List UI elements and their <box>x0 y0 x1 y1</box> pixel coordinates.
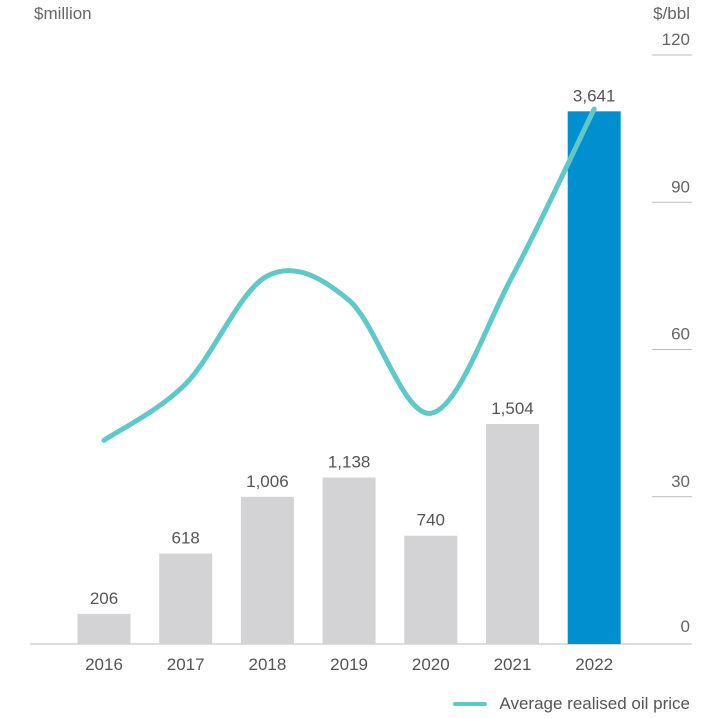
x-tick-label: 2021 <box>494 655 532 674</box>
left-axis-unit: $million <box>34 4 92 23</box>
right-axis-tick-label: 120 <box>662 30 690 49</box>
right-axis-tick-label: 0 <box>681 617 690 636</box>
bar-value-label: 1,006 <box>246 472 289 491</box>
bar-2017 <box>159 553 213 644</box>
legend-swatch <box>453 702 488 706</box>
bar-value-label: 740 <box>417 511 445 530</box>
legend-label: Average realised oil price <box>499 694 690 713</box>
legend: Average realised oil price <box>453 694 690 714</box>
x-tick-label: 2018 <box>248 655 286 674</box>
x-tick-label: 2016 <box>85 655 123 674</box>
bar-2016 <box>77 613 131 644</box>
oil-price-line <box>101 106 597 443</box>
bar-value-label: 1,504 <box>491 399 534 418</box>
bar-value-label: 3,641 <box>573 86 616 105</box>
right-axis-tick-label: 90 <box>671 177 690 196</box>
x-tick-label: 2020 <box>412 655 450 674</box>
bar-2018 <box>240 496 294 644</box>
bar-2022 <box>567 111 621 644</box>
x-tick-label: 2017 <box>167 655 205 674</box>
right-axis-unit: $/bbl <box>653 4 690 23</box>
bar-2021 <box>486 423 539 644</box>
bar-value-label: 206 <box>90 589 118 608</box>
x-tick-label: 2019 <box>330 655 368 674</box>
bar-2019 <box>322 477 376 644</box>
right-axis-tick-label: 30 <box>671 472 690 491</box>
bar-value-label: 618 <box>172 529 200 548</box>
x-tick-label: 2022 <box>575 655 613 674</box>
right-axis-tick-label: 60 <box>671 325 690 344</box>
bar-2020 <box>404 535 458 644</box>
bar-value-label: 1,138 <box>328 453 371 472</box>
